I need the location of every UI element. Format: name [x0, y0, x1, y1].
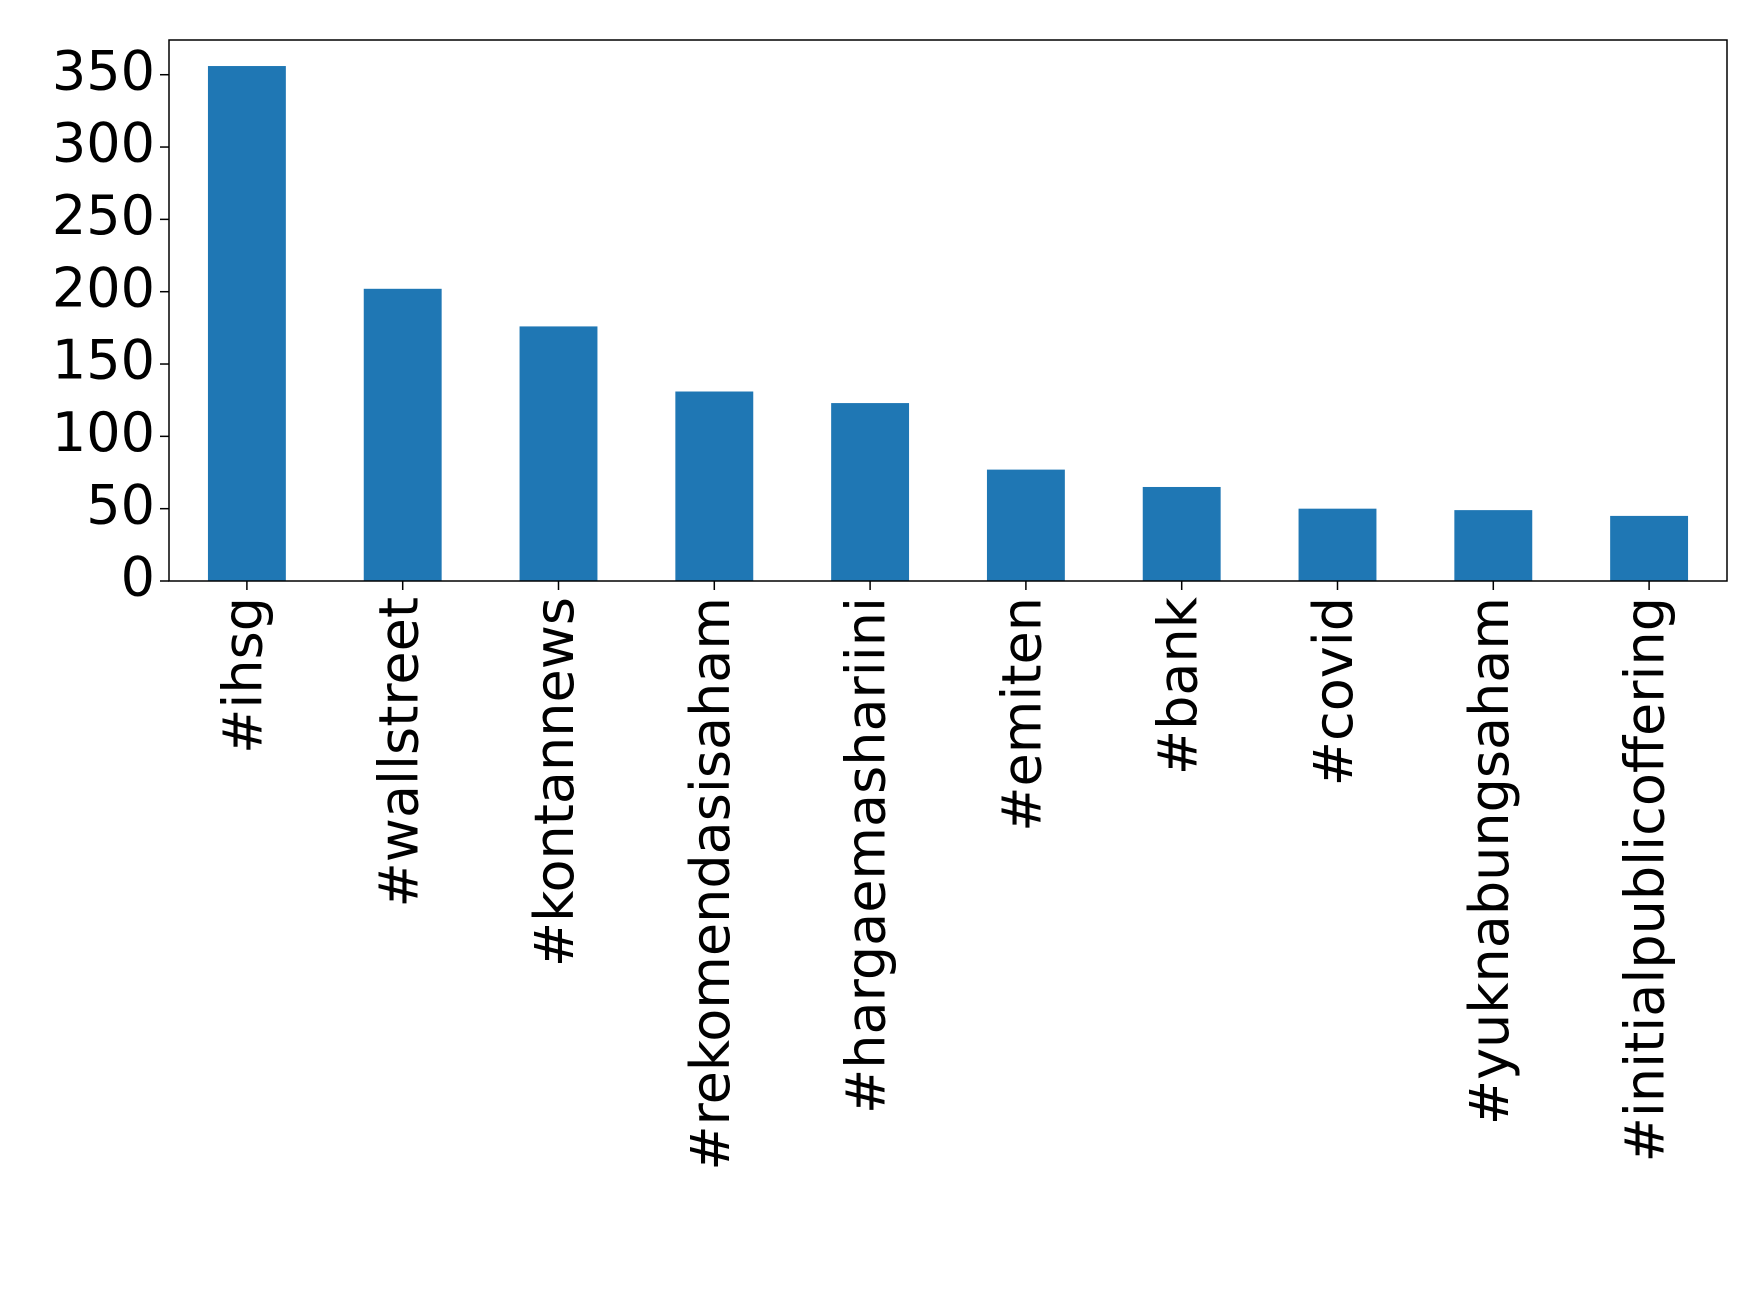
x-tick-label: #rekomendasisaham — [679, 597, 742, 1171]
x-tick-label: #emiten — [991, 597, 1054, 832]
y-tick-label: 50 — [86, 473, 155, 536]
bar — [363, 288, 442, 581]
bar — [986, 469, 1065, 581]
y-tick-label: 250 — [52, 184, 155, 247]
bar — [1610, 515, 1689, 581]
bar — [831, 403, 910, 581]
x-tick-label: #initialpublicoffering — [1614, 597, 1677, 1162]
bar — [1454, 510, 1533, 581]
x-tick-label: #hargaemashariini — [835, 597, 898, 1114]
bar — [1142, 486, 1221, 581]
y-tick-label: 300 — [52, 112, 155, 175]
y-tick-label: 350 — [52, 39, 155, 102]
x-tick-label: #covid — [1302, 597, 1365, 786]
plot-frame — [168, 39, 1728, 582]
bar — [519, 326, 598, 581]
x-tick-label: #ihsg — [212, 597, 275, 754]
bar — [1298, 508, 1377, 581]
x-tick-label: #bank — [1146, 596, 1209, 775]
x-tick-label: #kontannews — [523, 597, 586, 967]
y-tick-label: 100 — [52, 401, 155, 464]
x-tick-label: #wallstreet — [367, 597, 430, 907]
x-tick-label: #yuknabungsaham — [1458, 597, 1521, 1125]
y-tick-label: 0 — [121, 546, 155, 609]
y-tick-label: 150 — [52, 329, 155, 392]
bar — [675, 391, 754, 581]
bar — [207, 66, 286, 582]
y-tick-label: 200 — [52, 256, 155, 319]
